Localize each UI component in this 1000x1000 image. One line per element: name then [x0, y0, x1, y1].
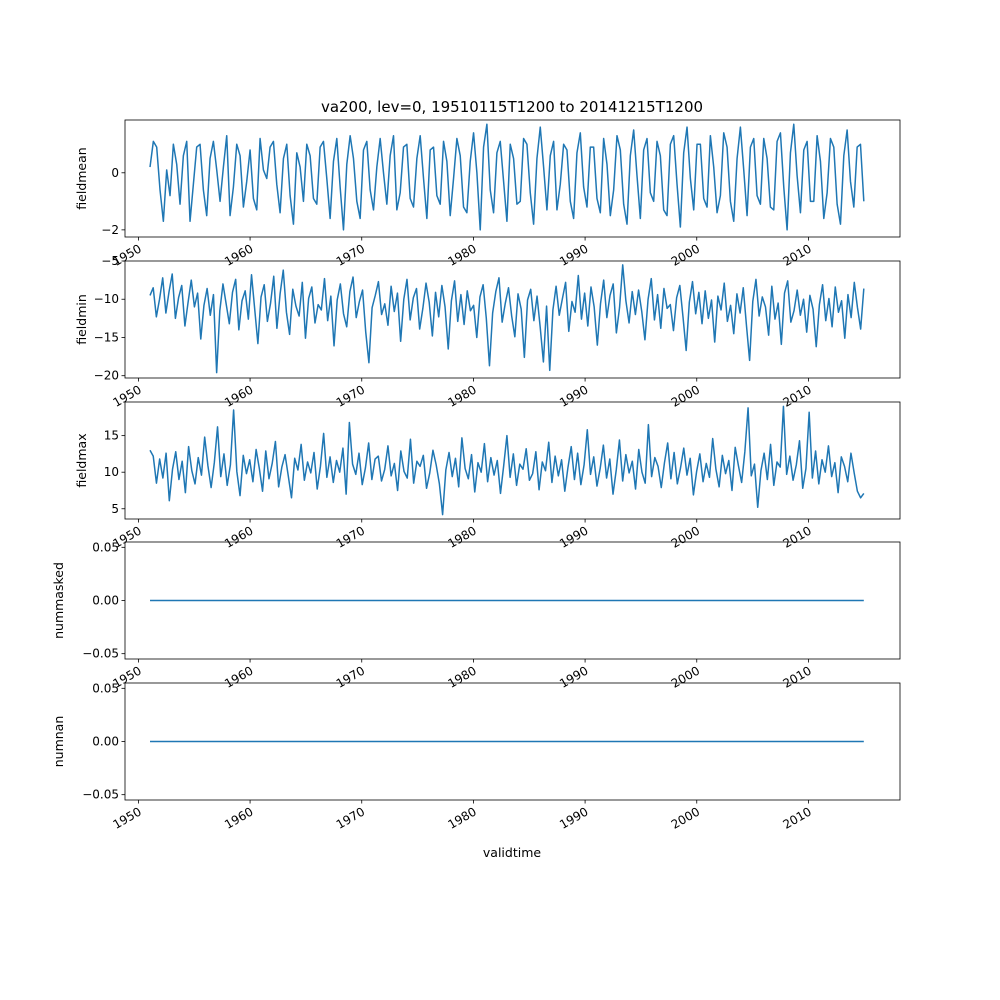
series-line-fieldmin — [149, 264, 865, 374]
x-tick-label: 1960 — [222, 241, 255, 268]
x-tick-label: 1970 — [334, 663, 367, 690]
x-tick-label: 1980 — [445, 523, 478, 550]
y-tick-label: 5 — [111, 502, 119, 516]
x-tick-label: 1960 — [222, 804, 255, 831]
y-tick-label: −0.05 — [82, 647, 119, 661]
x-tick-label: 2010 — [780, 523, 813, 550]
y-tick-label: 0.00 — [92, 594, 119, 608]
y-tick-label: −2 — [101, 223, 119, 237]
x-tick-label: 1970 — [334, 382, 367, 409]
chart-title: va200, lev=0, 19510115T1200 to 20141215T… — [321, 98, 703, 116]
y-tick-label: −15 — [94, 330, 119, 344]
x-tick-label: 1970 — [334, 804, 367, 831]
x-tick-label: 2000 — [669, 804, 702, 831]
panel-numnan: −0.05 0.00 0.05 1950 1960 1970 1980 1990 2000 201… — [51, 681, 901, 832]
series-line-fieldmax — [149, 405, 865, 516]
x-tick-label: 1980 — [445, 241, 478, 268]
x-tick-label: 1980 — [445, 382, 478, 409]
y-tick-label: 0.00 — [92, 735, 119, 749]
x-tick-label: 2010 — [780, 382, 813, 409]
y-axis-label-fieldmax: fieldmax — [74, 433, 89, 487]
y-axis-label-fieldmin: fieldmin — [74, 294, 89, 345]
x-tick-label: 1990 — [557, 523, 590, 550]
x-tick-label: 1980 — [445, 663, 478, 690]
x-tick-label: 2010 — [780, 663, 813, 690]
x-tick-label: 1960 — [222, 523, 255, 550]
y-tick-label: 0 — [111, 166, 119, 180]
x-tick-label: 2000 — [669, 382, 702, 409]
x-axis-label: validtime — [483, 845, 541, 860]
x-tick-label: 2000 — [669, 663, 702, 690]
x-tick-label: 2010 — [780, 241, 813, 268]
x-tick-label: 1990 — [557, 382, 590, 409]
axes-frame — [124, 401, 901, 520]
x-tick-label: 2000 — [669, 523, 702, 550]
x-tick-label: 1950 — [110, 382, 143, 409]
y-tick-label: 0.05 — [92, 681, 119, 695]
x-tick-label: 1950 — [110, 804, 143, 831]
x-tick-label: 1980 — [445, 804, 478, 831]
y-axis-label-fieldmean: fieldmean — [74, 147, 89, 209]
x-tick-label: 1960 — [222, 663, 255, 690]
x-tick-label: 1960 — [222, 382, 255, 409]
x-tick-label: 1990 — [557, 663, 590, 690]
x-tick-label: 1990 — [557, 241, 590, 268]
y-tick-label: −10 — [94, 292, 119, 306]
x-tick-label: 1970 — [334, 241, 367, 268]
y-tick-label: −20 — [94, 369, 119, 383]
y-axis-label-nummasked: nummasked — [51, 562, 66, 639]
y-tick-label: −0.05 — [82, 788, 119, 802]
panel-fieldmin: −20 −15 −10 −5 1950 1960 1970 1980 1990 2000 2010 f… — [74, 254, 901, 410]
y-tick-label: 0.05 — [92, 540, 119, 554]
y-tick-label: −5 — [101, 254, 119, 268]
x-tick-label: 2000 — [669, 241, 702, 268]
series-line-fieldmean — [149, 123, 865, 231]
x-tick-label: 1990 — [557, 804, 590, 831]
x-tick-label: 1970 — [334, 523, 367, 550]
axes-frame — [124, 119, 901, 238]
y-axis-label-numnan: numnan — [51, 716, 66, 768]
y-tick-label: 10 — [104, 465, 119, 479]
x-tick-label: 2010 — [780, 804, 813, 831]
y-tick-label: 15 — [104, 429, 119, 443]
axes-frame — [124, 260, 901, 379]
